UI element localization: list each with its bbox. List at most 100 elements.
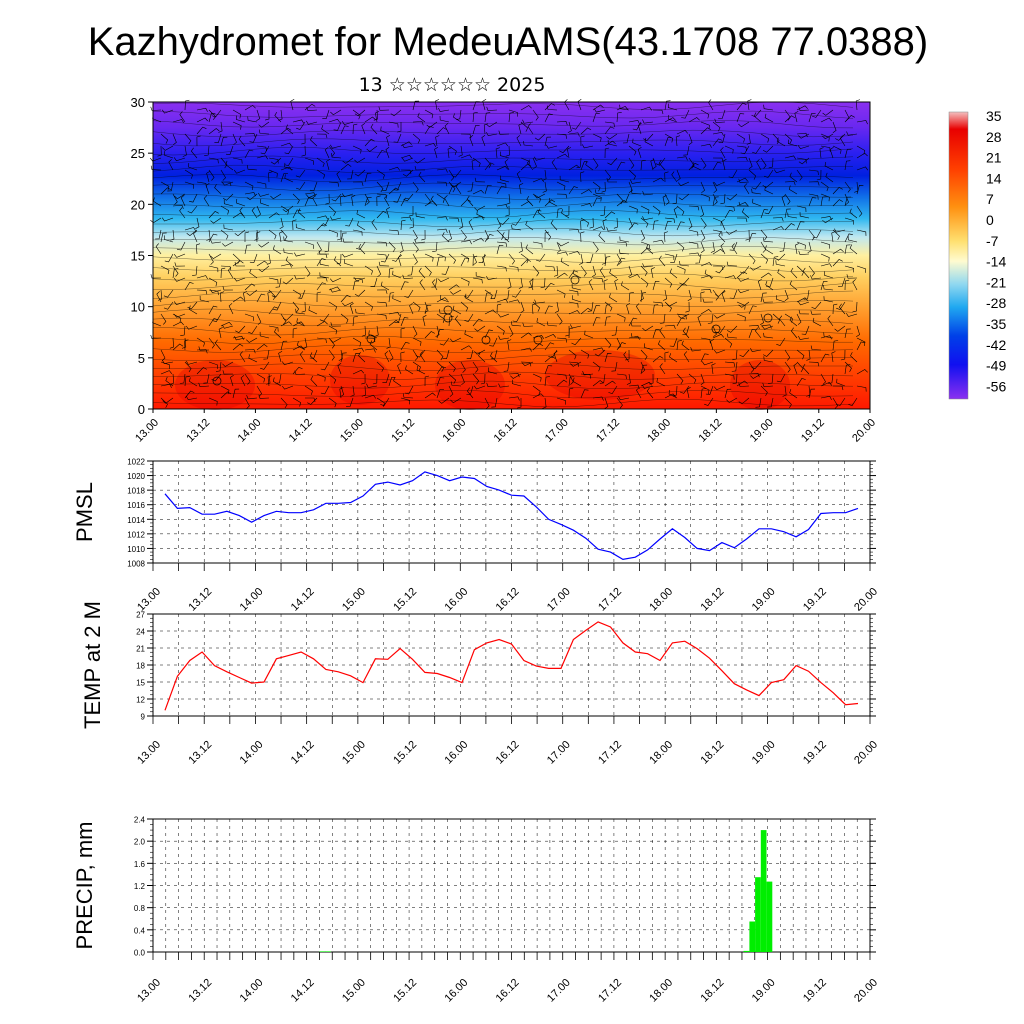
- colorbar-label: -7: [986, 233, 999, 249]
- colorbar-label: 14: [986, 170, 1002, 186]
- colorbar-label: -49: [986, 358, 1006, 374]
- precip-bar: [743, 950, 750, 952]
- y-tick-label: 0.4: [134, 926, 146, 935]
- precip-bar: [319, 951, 326, 952]
- colorbar-label: -14: [986, 254, 1006, 270]
- y-axis-title: TEMP at 2 M: [80, 601, 105, 729]
- y-tick-label: 1020: [127, 472, 145, 481]
- x-tick-label: 13.00: [133, 417, 161, 445]
- x-tick-label: 13.00: [135, 739, 163, 767]
- x-tick-label: 18.00: [647, 739, 675, 767]
- y-tick-label: 20: [131, 197, 145, 212]
- x-tick-label: 14.00: [236, 417, 264, 445]
- warm-core: [435, 360, 505, 410]
- y-tick-label: 1008: [127, 560, 145, 569]
- y-tick-label: 1018: [127, 487, 145, 496]
- temperature-colorbar: 35 28 21 14 7 0 -7 -14 -21 -28 -35 -42 -49 -56: [948, 108, 1006, 400]
- x-tick-label: 14.12: [289, 586, 317, 614]
- x-tick-label: 17.12: [596, 739, 624, 767]
- precip-bar: [749, 921, 756, 952]
- y-tick-label: 1022: [127, 458, 145, 467]
- page-title: Kazhydromet for MedeuAMS(43.1708 77.0388…: [88, 20, 929, 64]
- y-tick-label: 21: [136, 645, 145, 654]
- x-tick-label: 19.12: [801, 739, 829, 767]
- colorbar-label: -21: [986, 274, 1006, 290]
- x-tick-label: 17.12: [596, 586, 624, 614]
- wind-barbs: [149, 98, 869, 410]
- x-tick-label: 19.12: [801, 586, 829, 614]
- x-tick-label: 17.00: [545, 977, 573, 1005]
- x-tick-label: 16.12: [494, 586, 522, 614]
- x-tick-label: 15.12: [389, 417, 417, 445]
- x-tick-label: 13.12: [186, 586, 214, 614]
- x-tick-label: 14.00: [238, 739, 266, 767]
- y-tick-label: 1010: [127, 545, 145, 554]
- x-tick-label: 18.12: [699, 586, 727, 614]
- precip-panel: 0.0 0.4 0.8 1.2 1.6 2.0 2.4 13.00 13.12 14.00 14.1…: [72, 816, 880, 1005]
- warm-core: [175, 360, 255, 410]
- x-tick-label: 17.00: [543, 417, 571, 445]
- warm-core: [730, 360, 790, 410]
- y-tick-label: 0.8: [134, 904, 146, 913]
- calm-marker: [366, 334, 376, 344]
- x-tick-label: 19.12: [801, 977, 829, 1005]
- height-time-panel: 0 5 10 15 20 25 30 13.00 13.12 14.00 14.12 15.00 15.…: [131, 95, 879, 445]
- x-tick-label: 13.12: [184, 417, 212, 445]
- colorbar-label: 0: [986, 212, 994, 228]
- y-tick-label: 1012: [127, 530, 145, 539]
- x-tick-label: 14.12: [289, 739, 317, 767]
- series-line: [164, 471, 859, 561]
- temp-2m-panel: 9 12 15 18 21 24 27 13.00 13.12 14.00 14.12 15.00 15…: [80, 601, 880, 767]
- x-tick-label: 14.00: [238, 586, 266, 614]
- precip-bar: [760, 830, 767, 952]
- precip-bar: [325, 951, 331, 952]
- colorbar-label: -42: [986, 337, 1006, 353]
- x-tick-label: 18.12: [697, 417, 725, 445]
- calm-marker: [533, 335, 543, 345]
- colorbar-label: 21: [986, 150, 1002, 166]
- x-tick-label: 15.00: [340, 977, 368, 1005]
- x-tick-label: 19.00: [750, 739, 778, 767]
- y-tick-label: 0: [138, 402, 145, 417]
- x-tick-label: 18.12: [699, 739, 727, 767]
- x-tick-label: 19.00: [748, 417, 776, 445]
- x-tick-label: 13.00: [135, 586, 163, 614]
- calm-marker: [443, 305, 453, 315]
- y-tick-label: 0.0: [134, 949, 146, 958]
- x-tick-label: 16.00: [442, 586, 470, 614]
- colorbar-label: 35: [986, 108, 1002, 124]
- x-tick-label: 17.00: [545, 586, 573, 614]
- colorbar-gradient: [948, 111, 969, 400]
- y-tick-label: 15: [136, 679, 145, 688]
- y-tick-label: 27: [136, 611, 145, 620]
- x-tick-label: 15.12: [391, 977, 419, 1005]
- y-tick-label: 18: [136, 662, 145, 671]
- colorbar-label: 7: [986, 191, 994, 207]
- x-tick-label: 15.00: [340, 586, 368, 614]
- calm-marker: [481, 335, 491, 345]
- x-tick-label: 15.12: [391, 586, 419, 614]
- x-tick-label: 18.00: [645, 417, 673, 445]
- x-tick-label: 14.12: [287, 417, 315, 445]
- x-tick-label: 18.00: [647, 977, 675, 1005]
- colorbar-label: -35: [986, 316, 1006, 332]
- x-tick-label: 16.00: [442, 739, 470, 767]
- y-tick-label: 25: [131, 146, 145, 161]
- y-tick-label: 1.2: [134, 882, 146, 891]
- x-tick-label: 13.00: [135, 977, 163, 1005]
- x-tick-label: 19.00: [750, 586, 778, 614]
- x-tick-label: 16.00: [440, 417, 468, 445]
- y-tick-label: 1016: [127, 501, 145, 510]
- x-tick-label: 15.00: [338, 417, 366, 445]
- x-tick-label: 13.12: [186, 977, 214, 1005]
- calm-marker: [212, 376, 222, 386]
- y-tick-label: 30: [131, 95, 145, 110]
- series-line: [164, 621, 859, 711]
- x-tick-label: 20.00: [852, 739, 880, 767]
- y-tick-label: 15: [131, 249, 145, 264]
- y-tick-label: 12: [136, 696, 145, 705]
- x-tick-label: 17.12: [594, 417, 622, 445]
- pmsl-panel: 1008 1010 1012 1014 1016 1018 1020 1022 13.00 13.…: [72, 458, 880, 614]
- y-tick-label: 5: [138, 351, 145, 366]
- y-tick-label: 10: [131, 300, 145, 315]
